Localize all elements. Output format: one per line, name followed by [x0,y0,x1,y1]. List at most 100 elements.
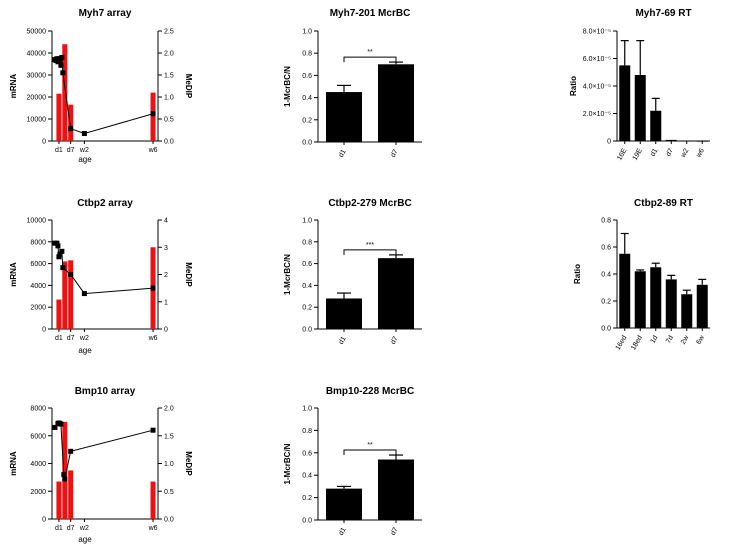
medip-point [58,421,64,427]
bar [634,75,646,141]
mrna-bar [56,93,62,141]
y-axis-tick-label: 1.0 [302,406,312,413]
y2-axis-tick-label: 1.0 [164,461,174,468]
y-axis-tick-label: 8.0×10⁻⁵ [583,29,611,36]
y-axis-tick-label: 4.0×10⁻⁵ [583,84,611,91]
x-tick-label: 1d [650,334,660,344]
y-axis-tick-label: 2000 [30,489,46,496]
y-axis-tick-label: 0.8 [302,428,312,435]
medip-point [150,285,156,291]
y-axis-tick-label: 0.0 [302,327,312,334]
x-tick-label: w6 [148,147,158,154]
y-axis-label: Ratio [569,76,578,96]
medip-point [52,424,58,430]
bar [326,92,362,142]
bmp10-array-panel: Bmp10 array 0 2000 4000 6000 8000 0.0 0.5 1.0 1.5… [9,386,193,544]
medip-point [68,272,74,277]
y2-axis-tick-label: 2.0 [164,406,174,413]
y2-axis-tick-label: 1.5 [164,73,174,80]
mrna-bar [68,260,74,329]
chart-title: Myh7 array [79,8,132,19]
y-axis-tick-label: 0.6 [302,450,312,457]
y-axis-label: mRNA [9,262,18,287]
chart-title: Ctbp2 array [77,198,133,209]
y2-axis-tick-label: 2.5 [164,29,174,36]
x-tick-label: w2 [679,147,690,159]
x-tick-label: 16E [616,147,628,162]
y-axis-tick-label: 0.4 [302,95,312,102]
chart-title: Bmp10-228 McrBC [326,386,414,397]
significance-label: ** [367,49,373,56]
y2-axis-tick-label: 1 [164,299,168,306]
y2-axis-tick-label: 0.5 [164,117,174,124]
significance-bracket [343,56,397,63]
bar [326,488,362,520]
bar [378,258,414,329]
medip-point [68,126,74,132]
mrna-bar [150,481,156,519]
y2-axis-tick-label: 3 [164,245,168,252]
x-tick-label: w2 [79,525,89,532]
medip-point [54,240,60,246]
x-tick-label: w6 [695,147,706,159]
y2-axis-label: MeDIP [184,451,193,476]
x-tick-label: 18ed [630,334,644,351]
x-tick-label: d7 [67,525,75,532]
y-axis-tick-label: 4000 [30,283,46,290]
mrna-bar [150,92,156,141]
y-axis-label: 1-McrBC/N [283,254,292,295]
myh7-rt-panel: Myh7-69 RT 0 2.0×10⁻⁵ 4.0×10⁻⁵ 6.0×10⁻⁵ 8.0×1… [569,8,710,162]
y-axis-label: Ratio [573,264,582,284]
x-tick-label: d1 [338,526,348,536]
y-axis-tick-label: 0.6 [302,261,312,268]
significance-bracket [343,249,397,255]
bar [650,267,662,328]
x-tick-label: 19E [632,147,644,162]
significance-bracket [343,449,397,456]
medip-point [56,254,62,260]
y-axis-tick-label: 0 [607,139,611,146]
significance-label: ** [367,442,373,449]
bar [665,139,677,141]
y-axis-tick-label: 0.6 [302,73,312,80]
y-axis-label: mRNA [9,451,18,476]
bar [665,279,677,328]
y-axis-tick-label: 6000 [30,433,46,440]
x-tick-label: d7 [390,148,400,158]
y-axis-tick-label: 0.4 [601,272,611,279]
y2-axis-tick-label: 2.0 [164,51,174,58]
y2-axis-tick-label: 4 [164,218,168,225]
y-axis-tick-label: 0.2 [302,495,312,502]
ctbp2-rt-panel: Ctbp2-89 RT 0.0 0.2 0.4 0.6 0.8 Ratio 16ed 18ed 1… [573,198,710,351]
x-tick-label: d7 [390,526,400,536]
y-axis-tick-label: 0.0 [302,140,312,147]
y-axis-tick-label: 0 [42,327,46,334]
y-axis-label: mRNA [9,74,18,99]
medip-point [61,472,67,478]
y-axis-tick-label: 6000 [30,261,46,268]
x-tick-label: 16ed [615,334,629,351]
medip-point [55,243,61,249]
y-axis-tick-label: 30000 [27,73,47,80]
mrna-bar [68,104,74,141]
mrna-bar [68,470,74,519]
y-axis-tick-label: 0.8 [601,218,611,225]
x-tick-label: d1 [55,525,63,532]
chart-title: Ctbp2-279 McrBC [328,198,411,209]
medip-point [81,291,87,297]
myh7-array-panel: Myh7 array 0 10000 20000 30000 40000 50000 0.0 0… [9,8,193,164]
medip-point [57,251,63,257]
y-axis-tick-label: 0.2 [302,305,312,312]
bar [696,284,708,328]
medip-point [60,265,66,271]
medip-point [150,427,156,433]
y-axis-tick-label: 10000 [27,218,47,225]
x-axis-label: age [78,535,92,544]
y2-axis-tick-label: 0.5 [164,489,174,496]
mrna-bar [56,299,62,329]
mrna-bar [56,481,62,519]
bar [326,298,362,329]
medip-point [59,248,65,254]
x-tick-label: d1 [338,335,348,345]
x-tick-label: w2 [79,147,89,154]
